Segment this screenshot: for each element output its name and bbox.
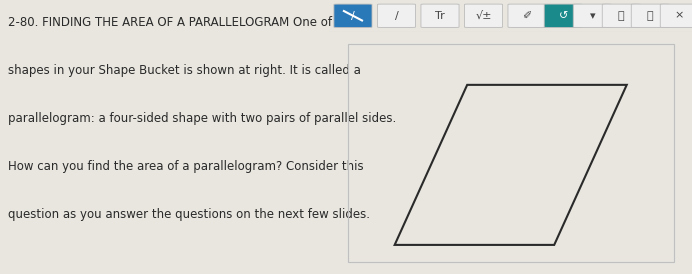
Text: ✐: ✐ (522, 11, 531, 21)
FancyBboxPatch shape (631, 4, 669, 27)
Text: question as you answer the questions on the next few slides.: question as you answer the questions on … (8, 208, 370, 221)
FancyBboxPatch shape (602, 4, 640, 27)
FancyBboxPatch shape (573, 4, 611, 27)
Text: ▾: ▾ (590, 11, 595, 21)
Text: Tr: Tr (435, 11, 445, 21)
Text: ⌢: ⌢ (618, 11, 625, 21)
Text: shapes in your Shape Bucket is shown at right. It is called a: shapes in your Shape Bucket is shown at … (8, 64, 361, 77)
FancyBboxPatch shape (334, 4, 372, 27)
Text: ×: × (675, 11, 684, 21)
FancyBboxPatch shape (544, 4, 582, 27)
Text: 2-80. FINDING THE AREA OF A PARALLELOGRAM One of the: 2-80. FINDING THE AREA OF A PARALLELOGRA… (8, 16, 356, 29)
FancyBboxPatch shape (421, 4, 459, 27)
Text: parallelogram: a four-sided shape with two pairs of parallel sides.: parallelogram: a four-sided shape with t… (8, 112, 397, 125)
Text: How can you find the area of a parallelogram? Consider this: How can you find the area of a parallelo… (8, 160, 364, 173)
Text: /: / (394, 11, 399, 21)
Text: /: / (351, 11, 355, 21)
FancyBboxPatch shape (508, 4, 546, 27)
Text: √±: √± (475, 11, 492, 21)
Text: ⌢: ⌢ (647, 11, 654, 21)
FancyBboxPatch shape (377, 4, 415, 27)
FancyBboxPatch shape (464, 4, 502, 27)
FancyBboxPatch shape (660, 4, 692, 27)
Text: ↺: ↺ (558, 11, 568, 21)
